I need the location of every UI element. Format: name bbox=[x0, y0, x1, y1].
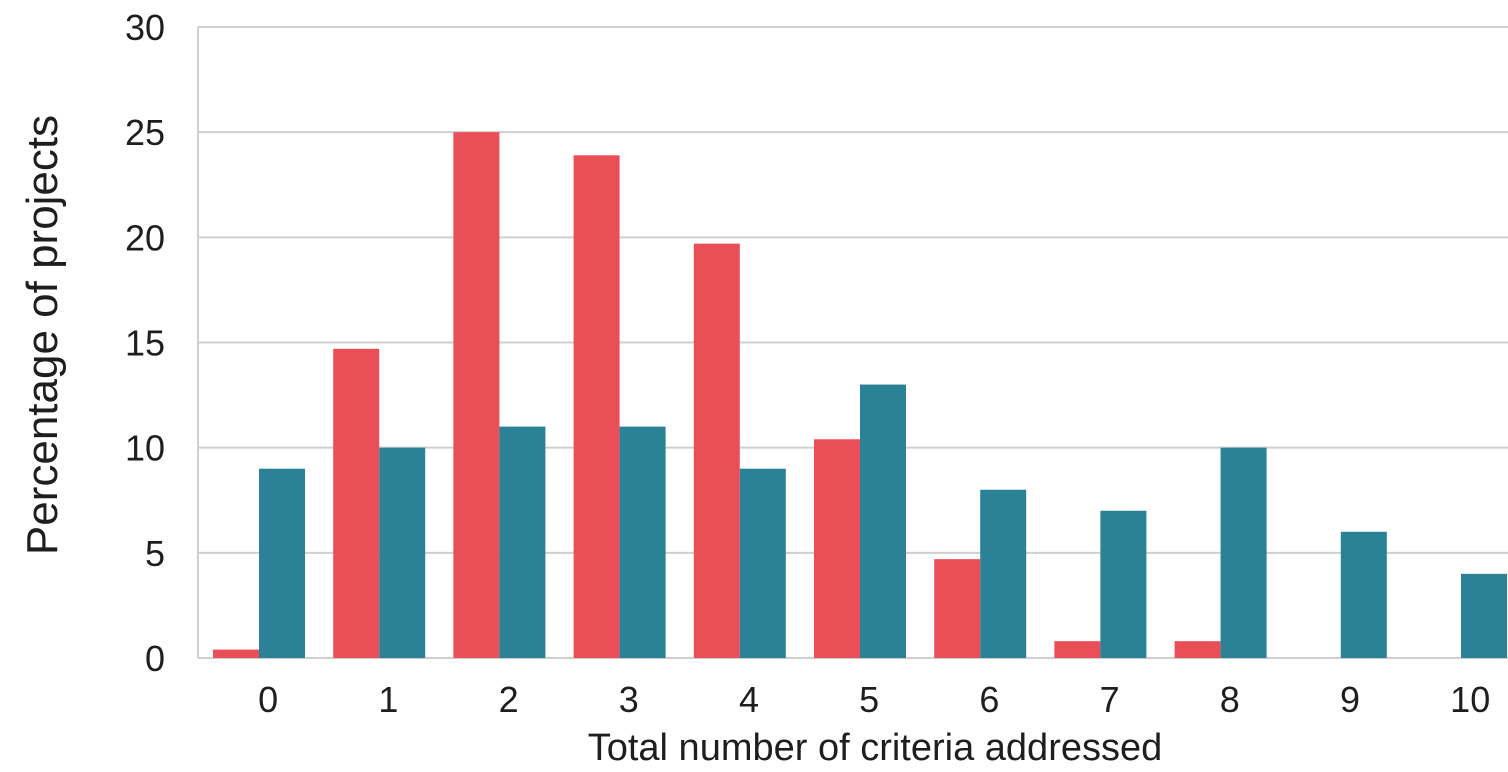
y-tick-label: 0 bbox=[145, 638, 165, 679]
y-tick-label: 30 bbox=[125, 7, 165, 48]
bars bbox=[213, 132, 1507, 659]
x-tick-label: 5 bbox=[859, 679, 879, 720]
bar-series-2-10 bbox=[1461, 573, 1507, 658]
x-axis-title: Total number of criteria addressed bbox=[588, 727, 1163, 769]
x-tick-label: 6 bbox=[979, 679, 999, 720]
bar-series-2-4 bbox=[739, 468, 786, 658]
y-tick-label: 15 bbox=[125, 323, 165, 364]
x-tick-label: 7 bbox=[1100, 679, 1120, 720]
y-tick-labels: 0 5 10 15 20 25 30 bbox=[125, 7, 165, 679]
bar-series-2-0 bbox=[259, 468, 305, 658]
x-tick-label: 0 bbox=[258, 679, 278, 720]
bar-series-2-6 bbox=[980, 489, 1027, 658]
x-tick-label: 8 bbox=[1220, 679, 1240, 720]
x-tick-label: 2 bbox=[499, 679, 519, 720]
bar-series-1-8 bbox=[1174, 641, 1221, 658]
bar-series-2-8 bbox=[1220, 447, 1267, 658]
y-axis-title: Percentage of projects bbox=[18, 115, 67, 555]
y-tick-label: 10 bbox=[125, 428, 165, 469]
x-tick-label: 4 bbox=[739, 679, 759, 720]
x-tick-label: 1 bbox=[378, 679, 398, 720]
bar-series-2-3 bbox=[619, 426, 666, 658]
bar-series-2-5 bbox=[860, 384, 906, 658]
y-tick-label: 25 bbox=[125, 112, 165, 153]
bar-series-1-1 bbox=[333, 348, 380, 658]
bar-series-2-2 bbox=[499, 426, 546, 658]
y-tick-label: 20 bbox=[125, 217, 165, 258]
x-tick-label: 10 bbox=[1450, 679, 1490, 720]
bar-series-2-1 bbox=[379, 447, 426, 658]
bar-series-1-0 bbox=[213, 649, 259, 658]
bar-series-1-4 bbox=[693, 243, 740, 659]
bar-series-2-9 bbox=[1340, 531, 1387, 658]
bar-series-1-5 bbox=[814, 439, 860, 658]
bar-series-1-2 bbox=[453, 132, 500, 658]
bar-series-2-7 bbox=[1100, 510, 1147, 658]
x-tick-labels: 0 1 2 3 4 5 6 7 8 9 10 bbox=[258, 679, 1490, 720]
y-tick-label: 5 bbox=[145, 533, 165, 574]
bar-series-1-7 bbox=[1054, 641, 1101, 658]
x-tick-label: 3 bbox=[619, 679, 639, 720]
bar-series-1-3 bbox=[573, 155, 620, 658]
bar-series-1-6 bbox=[934, 559, 981, 658]
x-tick-label: 9 bbox=[1340, 679, 1360, 720]
